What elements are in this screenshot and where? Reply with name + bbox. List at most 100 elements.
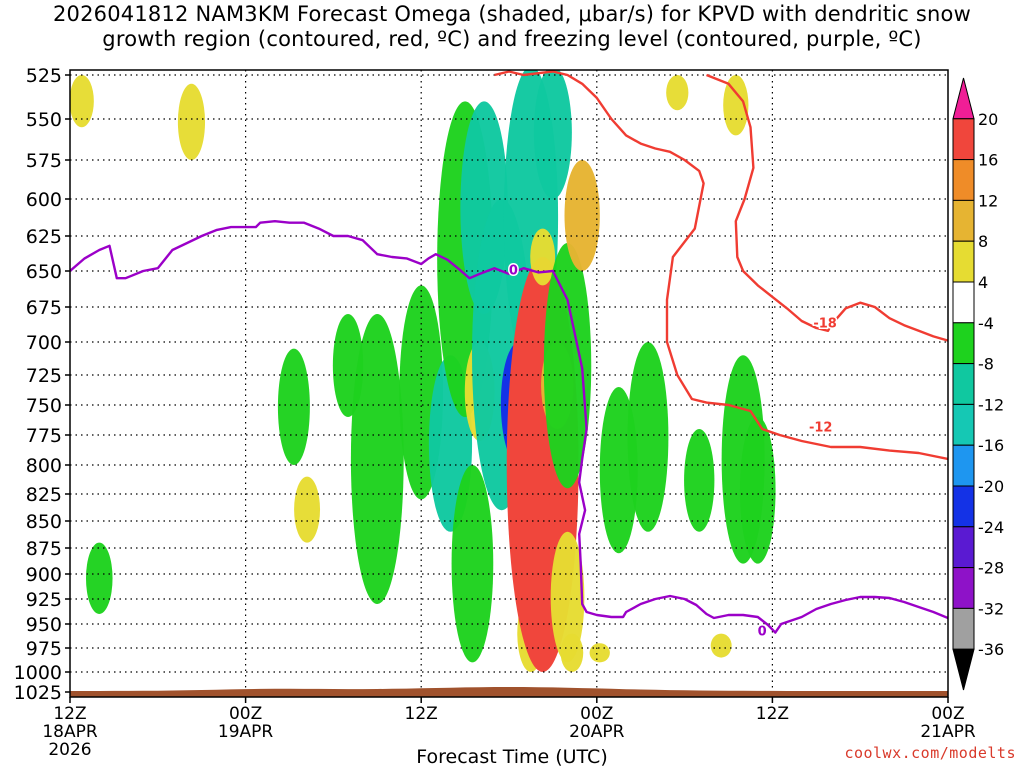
colorbar-label-13: -36 bbox=[978, 640, 1004, 659]
y-tick-label-900: 900 bbox=[26, 564, 62, 586]
omega-cell-21 bbox=[543, 243, 592, 489]
y-tick-label-950: 950 bbox=[26, 614, 62, 636]
contour-dendritic-growth-region-boundary-2 bbox=[706, 73, 948, 342]
contour-label-3: -18 bbox=[813, 316, 837, 331]
colorbar-box-5 bbox=[952, 281, 975, 324]
colorbar-box-8 bbox=[952, 403, 975, 446]
colorbar-box-13 bbox=[952, 607, 975, 650]
y-tick-label-750: 750 bbox=[26, 395, 62, 417]
colorbar-box-12 bbox=[952, 567, 975, 609]
y-tick-label-1025: 1025 bbox=[14, 682, 62, 704]
omega-cell-29 bbox=[723, 75, 749, 136]
y-tick-label-675: 675 bbox=[26, 297, 62, 319]
y-tick-label-925: 925 bbox=[26, 589, 62, 611]
y-tick-label-875: 875 bbox=[26, 538, 62, 560]
colorbar-box-1 bbox=[952, 118, 975, 161]
omega-cell-3 bbox=[277, 348, 310, 465]
contours-layer: 0 0 -12 -18 bbox=[70, 70, 948, 641]
colorbar-label-9: -20 bbox=[978, 477, 1004, 496]
colorbar-box-3 bbox=[952, 199, 975, 242]
plot-frame bbox=[69, 69, 949, 698]
x-tick-label-48: 12Z bbox=[756, 704, 789, 724]
x-tick-label-36: 00Z bbox=[580, 704, 613, 724]
contour-label-0: 0 bbox=[509, 264, 518, 279]
omega-cell-2 bbox=[177, 83, 206, 160]
plot-border bbox=[69, 69, 949, 698]
omega-shading-layer bbox=[70, 70, 776, 672]
colorbar-label-0: 20 bbox=[978, 110, 998, 129]
x-tick-label-24: 12Z bbox=[405, 704, 438, 724]
terrain-fill bbox=[70, 687, 948, 697]
omega-cell-0 bbox=[70, 75, 94, 128]
x-axis-title: Forecast Time (UTC) bbox=[416, 746, 608, 768]
omega-cell-4 bbox=[294, 476, 321, 543]
y-tick-label-550: 550 bbox=[26, 109, 62, 131]
y-tick-label-725: 725 bbox=[26, 365, 62, 387]
omega-cell-26 bbox=[627, 342, 669, 532]
omega-cell-30 bbox=[684, 429, 715, 532]
colorbar-box-7 bbox=[952, 363, 975, 405]
omega-cell-22 bbox=[550, 531, 585, 663]
colorbar-label-3: 8 bbox=[978, 232, 988, 251]
y-tick-label-700: 700 bbox=[26, 332, 62, 354]
colorbar-label-6: -8 bbox=[978, 355, 994, 374]
x-tick-label-12: 00Z bbox=[229, 704, 262, 724]
x-tick-label-60: 00Z bbox=[931, 704, 964, 724]
colorbar-box-9 bbox=[952, 444, 975, 487]
x-tick-date-60: 21APR bbox=[920, 722, 976, 742]
colorbar-label-10: -24 bbox=[978, 518, 1004, 537]
colorbar-label-12: -32 bbox=[978, 599, 1004, 618]
omega-cell-24 bbox=[560, 633, 584, 672]
y-tick-label-775: 775 bbox=[26, 425, 62, 447]
omega-cell-23 bbox=[564, 160, 600, 271]
x-tick-date-36: 20APR bbox=[569, 722, 625, 742]
omega-cell-27 bbox=[589, 643, 610, 663]
colorbar-label-5: -4 bbox=[978, 314, 994, 333]
x-tick-label-0: 12Z bbox=[53, 704, 86, 724]
contour-label-1: 0 bbox=[758, 625, 767, 640]
y-tick-label-600: 600 bbox=[26, 189, 62, 211]
colorbar-label-1: 16 bbox=[978, 151, 998, 170]
y-tick-label-575: 575 bbox=[26, 150, 62, 172]
omega-cell-28 bbox=[666, 75, 689, 111]
y-tick-label-975: 975 bbox=[26, 638, 62, 660]
surface-terrain bbox=[70, 687, 948, 697]
colorbar-label-8: -16 bbox=[978, 436, 1004, 455]
colorbar-box-11 bbox=[952, 526, 975, 569]
omega-cell-6 bbox=[350, 314, 404, 604]
colorbar-box-4 bbox=[952, 240, 975, 283]
y-tick-label-625: 625 bbox=[26, 226, 62, 248]
contour-freezing-level-0 bbox=[70, 220, 948, 634]
omega-cell-1 bbox=[85, 542, 113, 614]
colorbar-label-11: -28 bbox=[978, 559, 1004, 578]
y-tick-label-800: 800 bbox=[26, 455, 62, 477]
y-tick-label-850: 850 bbox=[26, 511, 62, 533]
x-tick-date-12: 19APR bbox=[218, 722, 274, 742]
chart-title-line2: growth region (contoured, red, ºC) and f… bbox=[102, 27, 922, 51]
credit-link[interactable]: coolwx.com/modelts bbox=[844, 744, 1016, 762]
contour-label-2: -12 bbox=[809, 421, 833, 436]
colorbar-bottom-triangle bbox=[952, 648, 975, 691]
colorbar-box-2 bbox=[952, 159, 975, 201]
omega-cell-19 bbox=[533, 70, 572, 199]
omega-cell-32 bbox=[739, 417, 776, 564]
y-tick-label-525: 525 bbox=[26, 65, 62, 87]
x-tick-year-0: 2026 bbox=[48, 740, 91, 760]
omega-cell-33 bbox=[710, 633, 732, 658]
colorbar-label-2: 12 bbox=[978, 191, 998, 210]
colorbar-label-7: -12 bbox=[978, 395, 1004, 414]
colorbar-box-6 bbox=[952, 322, 975, 365]
contour-dendritic-growth-region-boundary-1 bbox=[494, 70, 948, 461]
y-tick-label-650: 650 bbox=[26, 261, 62, 283]
y-tick-label-825: 825 bbox=[26, 484, 62, 506]
colorbar-top-triangle bbox=[952, 77, 975, 120]
axes-layer: 525 550 575 600 625 650 675 700 725 750 775 800 825 8… bbox=[14, 65, 976, 760]
chart-title-line1: 2026041812 NAM3KM Forecast Omega (shaded… bbox=[53, 2, 971, 26]
omega-cell-10 bbox=[451, 465, 494, 663]
x-tick-date-0: 18APR bbox=[42, 722, 98, 742]
colorbar: 20 16 12 8 4 -4 -8 -12 -16 -20 -24 -28 -32 -36 bbox=[952, 77, 1004, 691]
chart-title: 2026041812 NAM3KM Forecast Omega (shaded… bbox=[0, 2, 1024, 52]
colorbar-label-4: 4 bbox=[978, 273, 988, 292]
y-tick-label-1000: 1000 bbox=[14, 662, 62, 684]
